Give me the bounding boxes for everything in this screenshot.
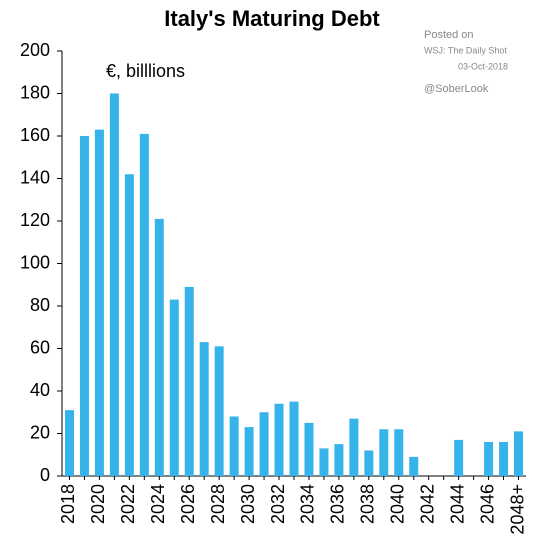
bar	[229, 416, 239, 476]
bar	[394, 429, 404, 476]
source-note: 03-Oct-2018	[458, 61, 508, 71]
bar	[139, 133, 149, 476]
x-tick-label: 2044	[447, 484, 467, 524]
bar	[364, 450, 374, 476]
chart-title: Italy's Maturing Debt	[164, 6, 380, 31]
x-tick-label: 2046	[477, 484, 497, 524]
x-tick-label: 2032	[268, 484, 288, 524]
x-tick-label: 2038	[358, 484, 378, 524]
y-tick-label: 180	[20, 82, 50, 102]
bar	[199, 342, 209, 476]
x-tick-label: 2030	[238, 484, 258, 524]
x-tick-label: 2042	[417, 484, 437, 524]
y-tick-label: 20	[30, 422, 50, 442]
x-tick-label: 2022	[118, 484, 138, 524]
bar	[154, 218, 164, 476]
bar	[94, 129, 104, 476]
y-tick-label: 120	[20, 210, 50, 230]
y-tick-label: 160	[20, 125, 50, 145]
y-tick-label: 60	[30, 337, 50, 357]
bar	[184, 286, 194, 476]
x-tick-label: 2048+	[507, 484, 527, 535]
bar	[244, 427, 254, 476]
bar	[274, 403, 284, 476]
bar	[64, 410, 74, 476]
bar	[79, 136, 89, 476]
source-note: WSJ: The Daily Shot	[424, 45, 507, 55]
y-tick-label: 0	[40, 465, 50, 485]
bar	[409, 456, 419, 476]
y-tick-label: 140	[20, 167, 50, 187]
source-note: Posted on	[424, 29, 474, 41]
bar	[124, 174, 134, 476]
bar	[109, 93, 119, 476]
x-tick-label: 2034	[298, 484, 318, 524]
bar	[454, 439, 464, 476]
x-tick-label: 2036	[328, 484, 348, 524]
x-tick-label: 2028	[208, 484, 228, 524]
x-tick-label: 2026	[178, 484, 198, 524]
bar	[349, 418, 359, 476]
bar	[169, 299, 179, 476]
bar	[289, 401, 299, 476]
y-tick-label: 40	[30, 380, 50, 400]
bar	[319, 448, 329, 476]
source-note: @SoberLook	[424, 83, 489, 95]
bar	[379, 429, 389, 476]
bar	[499, 442, 509, 476]
y-tick-label: 80	[30, 295, 50, 315]
y-tick-label: 200	[20, 40, 50, 60]
bar	[259, 412, 269, 476]
subtitle: €, billlions	[106, 61, 185, 81]
x-tick-label: 2024	[148, 484, 168, 524]
x-tick-label: 2018	[58, 484, 78, 524]
x-tick-label: 2040	[388, 484, 408, 524]
y-tick-label: 100	[20, 252, 50, 272]
bar	[304, 422, 314, 476]
bar	[214, 346, 224, 476]
bar	[514, 431, 524, 476]
bar	[334, 444, 344, 476]
bar	[484, 442, 494, 476]
x-tick-label: 2020	[88, 484, 108, 524]
